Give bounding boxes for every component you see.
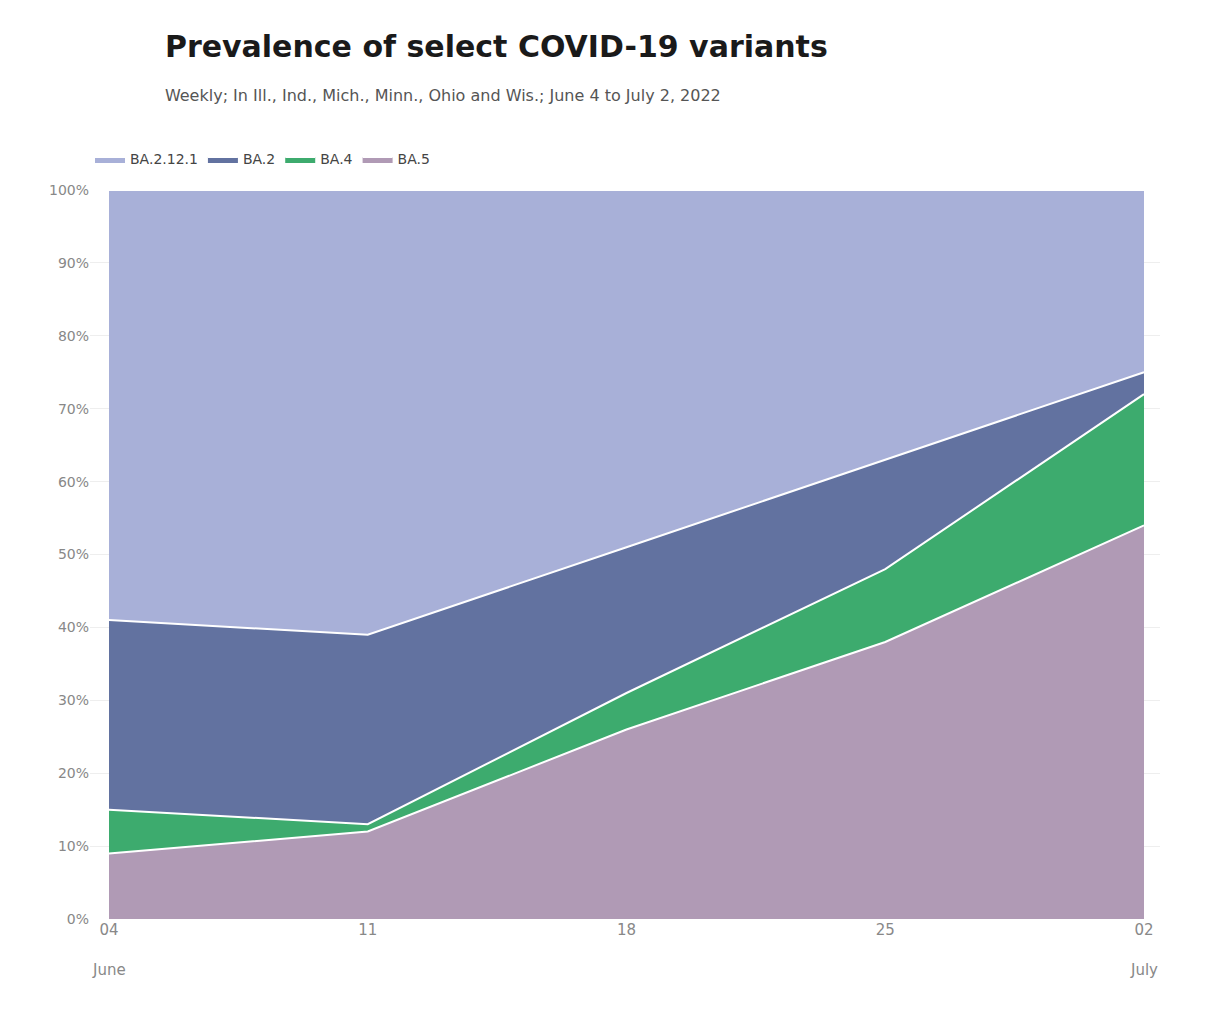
svg-text:04: 04	[99, 921, 118, 939]
svg-text:100%: 100%	[49, 182, 89, 198]
svg-text:0%: 0%	[67, 911, 89, 927]
svg-text:11: 11	[358, 921, 377, 939]
svg-text:10%: 10%	[58, 838, 89, 854]
svg-text:02: 02	[1134, 921, 1153, 939]
svg-text:40%: 40%	[58, 619, 89, 635]
svg-text:BA.2: BA.2	[243, 151, 275, 167]
svg-text:20%: 20%	[58, 765, 89, 781]
svg-text:50%: 50%	[58, 546, 89, 562]
svg-text:70%: 70%	[58, 401, 89, 417]
svg-text:60%: 60%	[58, 474, 89, 490]
svg-text:18: 18	[617, 921, 636, 939]
svg-text:July: July	[1130, 961, 1158, 979]
svg-text:BA.2.12.1: BA.2.12.1	[130, 151, 198, 167]
svg-text:BA.5: BA.5	[398, 151, 430, 167]
svg-text:BA.4: BA.4	[320, 151, 352, 167]
svg-text:June: June	[92, 961, 126, 979]
svg-text:90%: 90%	[58, 255, 89, 271]
svg-text:30%: 30%	[58, 692, 89, 708]
svg-text:80%: 80%	[58, 328, 89, 344]
svg-text:Prevalence of select COVID-19: Prevalence of select COVID-19 variants	[165, 29, 828, 64]
svg-text:Weekly; In Ill., Ind., Mich.,: Weekly; In Ill., Ind., Mich., Minn., Ohi…	[165, 86, 721, 105]
svg-text:25: 25	[876, 921, 895, 939]
